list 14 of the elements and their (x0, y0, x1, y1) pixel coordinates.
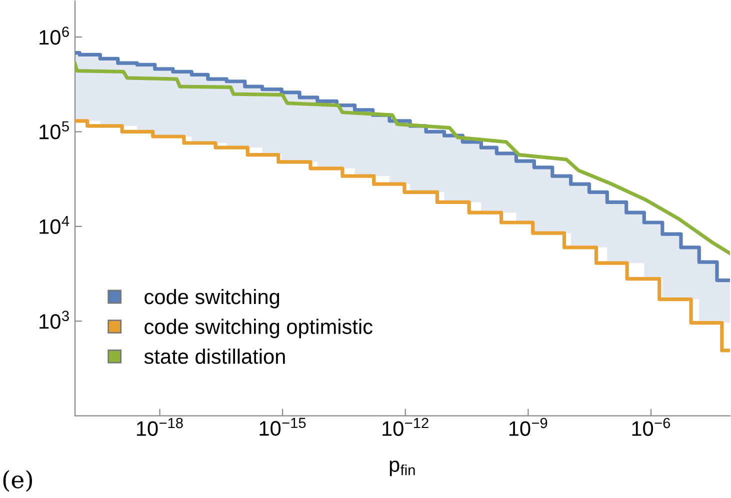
x-axis-title: p$_{fin}$ (390, 460, 415, 476)
x-tick-label: 10$^{−12}$ (382, 418, 428, 436)
y-tick-label: 10$^{3}$ (40, 310, 69, 329)
x-tick-label: 10$^{−9}$ (509, 418, 548, 436)
x-tick-label: 10$^{−6}$ (632, 418, 670, 436)
y-tick-label: 10$^{4}$ (40, 216, 70, 234)
y-tick-label: 10$^{6}$ (40, 26, 69, 45)
y-tick-label: 10$^{5}$ (40, 121, 69, 140)
x-tick-label: 10$^{−18}$ (136, 418, 183, 436)
text: (e) (3, 470, 32, 492)
legend-label: state distillation (144, 348, 285, 364)
legend-label: code switching (144, 288, 280, 308)
x-tick-label: 10$^{−15}$ (260, 418, 306, 436)
legend-label: code switching optimistic (144, 318, 372, 338)
